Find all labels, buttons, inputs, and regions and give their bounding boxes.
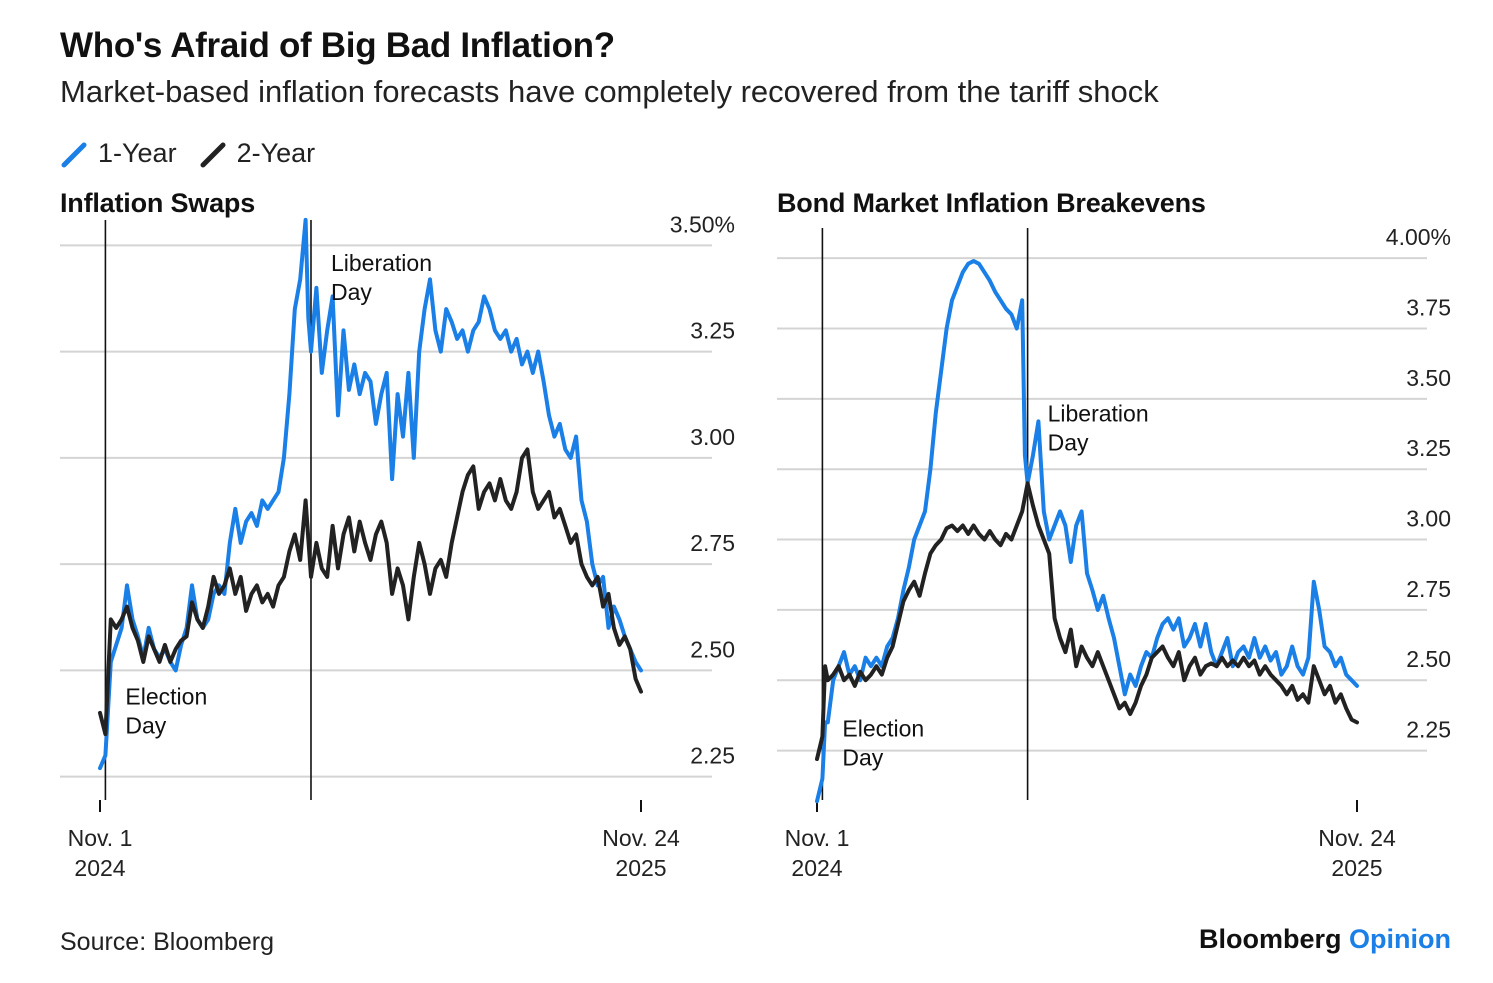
annotation-label: Day bbox=[125, 712, 166, 738]
panel-title-inflation-swaps: Inflation Swaps bbox=[60, 188, 256, 218]
panel-title-breakevens: Bond Market Inflation Breakevens bbox=[777, 188, 1206, 218]
y-tick-label: 2.75 bbox=[690, 530, 735, 556]
series-line-1-year bbox=[815, 259, 1359, 804]
legend: 1-Year 2-Year bbox=[60, 138, 337, 169]
annotation-label: Day bbox=[842, 745, 883, 771]
annotation-label: Liberation bbox=[1048, 400, 1149, 426]
legend-swatch-2-year-icon bbox=[200, 142, 226, 167]
legend-item-2-year: 2-Year bbox=[199, 138, 316, 169]
x-tick-label: Nov. 24 bbox=[1318, 825, 1396, 851]
y-tick-label: 3.50% bbox=[670, 211, 735, 237]
series-line-1-year bbox=[98, 217, 643, 771]
y-tick-label: 2.50 bbox=[690, 636, 735, 662]
annotation-label: Day bbox=[331, 279, 372, 305]
x-tick-label: 2024 bbox=[791, 855, 842, 881]
series-line-2-year bbox=[98, 447, 643, 737]
annotation-label: Election bbox=[842, 716, 924, 742]
legend-label-2-year: 2-Year bbox=[236, 138, 316, 168]
panel-breakevens: 4.00% 3.75 3.50 3.25 3.00 2.75 2.50 2.25 Nov. 1 2… bbox=[777, 224, 1451, 881]
y-tick-label: 2.25 bbox=[1406, 717, 1451, 743]
x-tick-label: 2025 bbox=[615, 855, 666, 881]
legend-label-1-year: 1-Year bbox=[98, 138, 177, 168]
y-tick-label: 2.50 bbox=[1406, 646, 1451, 672]
y-tick-label: 2.75 bbox=[1406, 576, 1451, 602]
brand-logo: Bloomberg Opinion bbox=[1199, 924, 1451, 955]
legend-item-1-year: 1-Year bbox=[60, 138, 177, 169]
annotation-label: Election bbox=[125, 683, 207, 709]
annotation-label: Day bbox=[1048, 429, 1089, 455]
y-tick-label: 4.00% bbox=[1386, 224, 1451, 250]
x-tick-label: Nov. 1 bbox=[68, 825, 133, 851]
source-note: Source: Bloomberg bbox=[60, 928, 275, 956]
x-tick-label: 2025 bbox=[1331, 855, 1382, 881]
panel-inflation-swaps: 3.50% 3.25 3.00 2.75 2.50 2.25 Nov. 1 2024 Nov. … bbox=[60, 211, 735, 881]
y-tick-label: 3.00 bbox=[690, 424, 735, 450]
y-tick-label: 3.50 bbox=[1406, 365, 1451, 391]
series-line-2-year bbox=[815, 481, 1359, 761]
x-tick-label: Nov. 1 bbox=[785, 825, 850, 851]
chart-title: Who's Afraid of Big Bad Inflation? bbox=[60, 26, 615, 65]
y-tick-label: 3.00 bbox=[1406, 506, 1451, 532]
y-tick-label: 3.25 bbox=[690, 318, 735, 344]
brand-main: Bloomberg bbox=[1198, 924, 1342, 954]
x-tick-label: 2024 bbox=[74, 855, 125, 881]
y-tick-label: 3.25 bbox=[1406, 435, 1451, 461]
x-tick-label: Nov. 24 bbox=[602, 825, 680, 851]
y-tick-label: 3.75 bbox=[1406, 294, 1451, 320]
y-tick-label: 2.25 bbox=[690, 743, 735, 769]
chart-subtitle: Market-based inflation forecasts have co… bbox=[60, 74, 1159, 109]
legend-swatch-1-year-icon bbox=[61, 142, 87, 167]
brand-accent: Opinion bbox=[1349, 924, 1451, 954]
annotation-label: Liberation bbox=[331, 250, 432, 276]
